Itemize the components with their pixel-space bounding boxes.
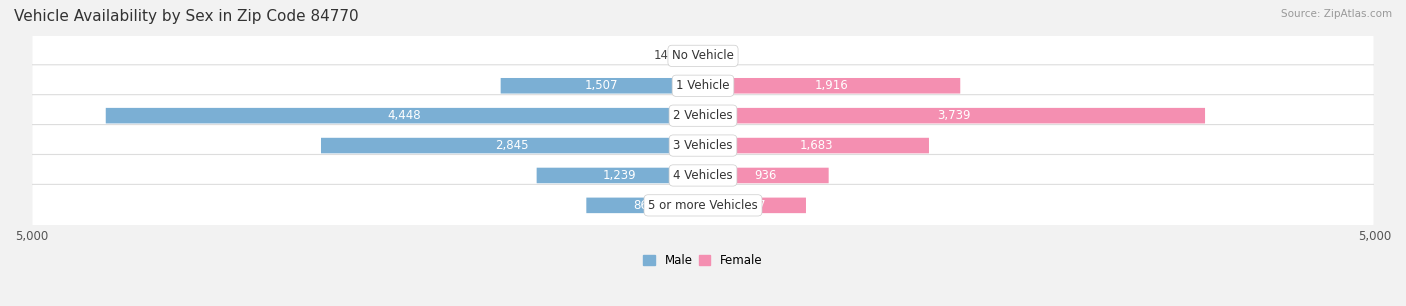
Text: 1,507: 1,507 (585, 79, 619, 92)
FancyBboxPatch shape (31, 125, 1375, 166)
Text: 1 Vehicle: 1 Vehicle (676, 79, 730, 92)
FancyBboxPatch shape (501, 78, 703, 94)
Text: No Vehicle: No Vehicle (672, 49, 734, 62)
Text: 3 Vehicles: 3 Vehicles (673, 139, 733, 152)
FancyBboxPatch shape (105, 108, 703, 123)
FancyBboxPatch shape (703, 198, 806, 213)
FancyBboxPatch shape (31, 95, 1375, 137)
FancyBboxPatch shape (31, 35, 1375, 77)
Text: 2,845: 2,845 (495, 139, 529, 152)
Text: 767: 767 (744, 199, 766, 212)
Text: 4 Vehicles: 4 Vehicles (673, 169, 733, 182)
FancyBboxPatch shape (703, 168, 828, 183)
Text: 2 Vehicles: 2 Vehicles (673, 109, 733, 122)
Text: 3,739: 3,739 (938, 109, 970, 122)
FancyBboxPatch shape (683, 48, 703, 64)
Text: 936: 936 (755, 169, 778, 182)
FancyBboxPatch shape (31, 185, 1375, 226)
Text: 4,448: 4,448 (388, 109, 422, 122)
Text: 143: 143 (654, 49, 676, 62)
FancyBboxPatch shape (703, 48, 713, 64)
FancyBboxPatch shape (703, 78, 960, 94)
Text: 1,683: 1,683 (799, 139, 832, 152)
Text: 1,916: 1,916 (814, 79, 848, 92)
Text: 69: 69 (720, 49, 735, 62)
Text: 5 or more Vehicles: 5 or more Vehicles (648, 199, 758, 212)
FancyBboxPatch shape (321, 138, 703, 153)
FancyBboxPatch shape (703, 138, 929, 153)
FancyBboxPatch shape (31, 65, 1375, 107)
FancyBboxPatch shape (586, 198, 703, 213)
Text: Source: ZipAtlas.com: Source: ZipAtlas.com (1281, 9, 1392, 19)
FancyBboxPatch shape (703, 108, 1205, 123)
FancyBboxPatch shape (537, 168, 703, 183)
Text: 869: 869 (634, 199, 655, 212)
Text: 1,239: 1,239 (603, 169, 637, 182)
Legend: Male, Female: Male, Female (638, 249, 768, 272)
Text: Vehicle Availability by Sex in Zip Code 84770: Vehicle Availability by Sex in Zip Code … (14, 9, 359, 24)
FancyBboxPatch shape (31, 155, 1375, 196)
